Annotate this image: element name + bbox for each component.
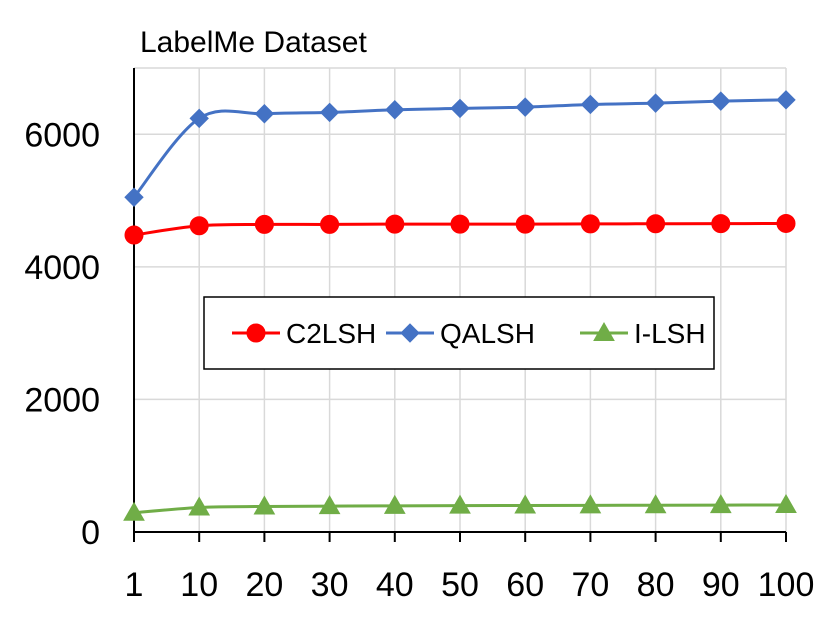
- axes: [133, 68, 787, 542]
- data-point: [189, 216, 209, 236]
- x-tick-label: 40: [376, 566, 414, 604]
- legend-label: I-LSH: [634, 318, 706, 349]
- data-point: [124, 187, 144, 207]
- x-tick-label: 10: [180, 566, 218, 604]
- data-point: [711, 214, 731, 234]
- legend-swatch-marker: [246, 323, 266, 343]
- data-point: [318, 495, 341, 515]
- legend: C2LSH QALSH I-LSH: [203, 296, 715, 370]
- series-qalsh: [124, 90, 796, 207]
- legend-swatch-marker: [593, 321, 615, 341]
- data-point: [254, 214, 274, 234]
- data-point: [580, 94, 601, 115]
- data-point: [385, 100, 405, 120]
- data-point: [449, 494, 471, 514]
- y-tick-label: 6000: [24, 116, 100, 154]
- data-point: [579, 494, 602, 514]
- x-tick-label: 70: [571, 566, 609, 604]
- x-tick-label: 90: [702, 566, 740, 604]
- x-tick-label: 20: [245, 566, 283, 604]
- data-point: [253, 495, 276, 515]
- legend-swatch-marker: [400, 323, 420, 343]
- data-point: [709, 494, 732, 514]
- x-tick-label: 30: [311, 566, 349, 604]
- legend-item-c2lsh: C2LSH: [232, 318, 376, 349]
- series-c2lsh: [124, 213, 796, 245]
- data-point: [775, 493, 797, 513]
- chart-title: LabelMe Dataset: [140, 26, 367, 59]
- x-tick-label: 50: [441, 566, 479, 604]
- data-point: [580, 214, 600, 234]
- data-point: [776, 213, 796, 233]
- data-point: [254, 104, 275, 124]
- data-point: [188, 496, 211, 516]
- data-point: [123, 501, 145, 521]
- y-tick-label: 4000: [24, 249, 100, 287]
- legend-box: [203, 296, 715, 370]
- data-point: [320, 214, 340, 234]
- legend-item-qalsh: QALSH: [386, 318, 535, 349]
- x-tick-label: 80: [637, 566, 675, 604]
- data-point: [124, 225, 144, 245]
- data-point: [385, 214, 405, 234]
- data-point: [646, 214, 666, 234]
- series-group: [123, 90, 797, 521]
- x-tick-label: 1: [125, 566, 144, 604]
- legend-label: QALSH: [440, 318, 535, 349]
- x-tick-label: 100: [758, 566, 815, 604]
- data-point: [189, 108, 209, 129]
- data-point: [645, 93, 666, 113]
- data-point: [319, 102, 340, 123]
- data-point: [515, 214, 535, 234]
- data-point: [644, 494, 667, 514]
- data-point: [515, 97, 535, 117]
- data-point: [450, 98, 470, 119]
- legend-label: C2LSH: [286, 318, 376, 349]
- data-point: [450, 214, 470, 234]
- x-tick-labels: 1 10 20 30 40 50 60 70 80 90 100: [125, 566, 815, 604]
- y-tick-label: 2000: [24, 381, 100, 419]
- x-tick-label: 60: [506, 566, 544, 604]
- data-point: [383, 494, 406, 514]
- y-tick-labels: 0 2000 4000 6000: [24, 116, 100, 552]
- y-tick-label: 0: [81, 514, 100, 552]
- data-point: [514, 494, 537, 514]
- data-point: [776, 90, 796, 110]
- data-point: [711, 91, 731, 111]
- legend-item-i-lsh: I-LSH: [580, 318, 706, 349]
- series-i-lsh: [123, 493, 797, 521]
